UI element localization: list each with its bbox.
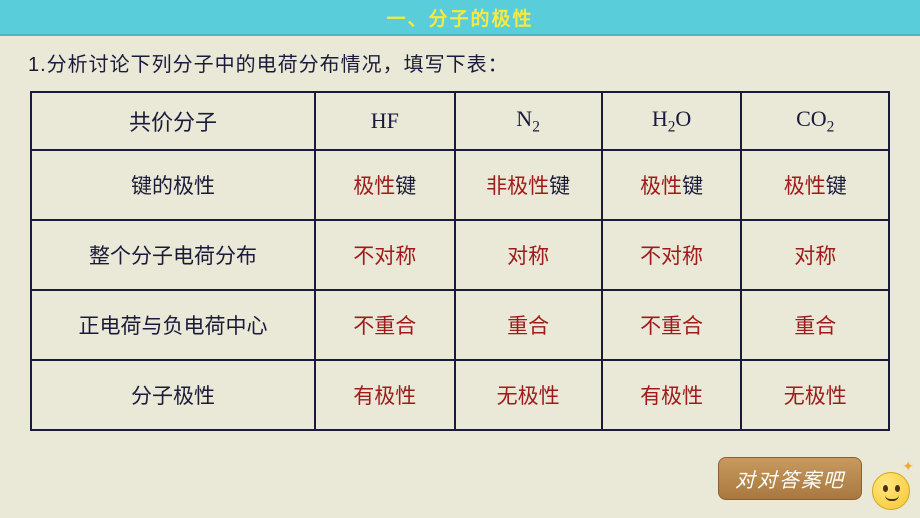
section-header: 一、分子的极性 xyxy=(0,0,920,36)
data-cell: 极性键 xyxy=(602,150,742,220)
table-row: 正电荷与负电荷中心 不重合 重合 不重合 重合 xyxy=(31,290,889,360)
data-cell: 不重合 xyxy=(602,290,742,360)
col-header-hf: HF xyxy=(315,92,454,150)
data-cell: 无极性 xyxy=(455,360,602,430)
data-cell: 有极性 xyxy=(315,360,454,430)
table-row: 键的极性 极性键 非极性键 极性键 极性键 xyxy=(31,150,889,220)
table-header-row: 共价分子 HF N2 H2O CO2 xyxy=(31,92,889,150)
header-title: 一、分子的极性 xyxy=(386,4,533,31)
row-label-bond: 键的极性 xyxy=(31,150,315,220)
instruction-text: 1.分析讨论下列分子中的电荷分布情况，填写下表： xyxy=(28,48,892,77)
data-cell: 不重合 xyxy=(315,290,454,360)
corner-header: 共价分子 xyxy=(31,92,315,150)
data-cell: 非极性键 xyxy=(455,150,602,220)
data-cell: 重合 xyxy=(455,290,602,360)
row-label-charge: 整个分子电荷分布 xyxy=(31,220,315,290)
row-label-center: 正电荷与负电荷中心 xyxy=(31,290,315,360)
check-answer-button[interactable]: 对对答案吧 xyxy=(718,457,862,500)
data-cell: 对称 xyxy=(741,220,889,290)
thinking-emoji-icon: ✦ xyxy=(866,462,914,510)
row-label-polarity: 分子极性 xyxy=(31,360,315,430)
col-header-co2: CO2 xyxy=(741,92,889,150)
col-header-h2o: H2O xyxy=(602,92,742,150)
data-cell: 极性键 xyxy=(315,150,454,220)
col-header-n2: N2 xyxy=(455,92,602,150)
polarity-table: 共价分子 HF N2 H2O CO2 键的极性 极性键 非极性键 极性键 极性键… xyxy=(30,91,890,431)
data-cell: 不对称 xyxy=(315,220,454,290)
data-cell: 无极性 xyxy=(741,360,889,430)
data-cell: 有极性 xyxy=(602,360,742,430)
data-cell: 极性键 xyxy=(741,150,889,220)
data-cell: 重合 xyxy=(741,290,889,360)
data-cell: 不对称 xyxy=(602,220,742,290)
data-cell: 对称 xyxy=(455,220,602,290)
content-area: 1.分析讨论下列分子中的电荷分布情况，填写下表： 共价分子 HF N2 H2O … xyxy=(0,36,920,443)
table-row: 分子极性 有极性 无极性 有极性 无极性 xyxy=(31,360,889,430)
table-row: 整个分子电荷分布 不对称 对称 不对称 对称 xyxy=(31,220,889,290)
